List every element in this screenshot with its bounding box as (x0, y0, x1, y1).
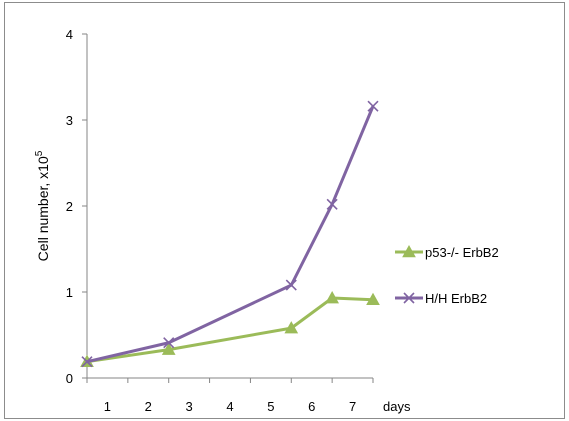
legend-label-h-h-erbb2: H/H ErbB2 (425, 291, 487, 306)
data-point-h-h-erbb2 (163, 337, 175, 349)
data-point-h-h-erbb2 (285, 279, 297, 291)
data-point-h-h-erbb2 (367, 100, 379, 112)
y-tick-label: 1 (66, 285, 73, 300)
y-axis-title-superscript: 5 (34, 150, 45, 156)
y-tick-label: 2 (66, 199, 73, 214)
data-point-h-h-erbb2 (326, 198, 338, 210)
x-axis-unit-label: days (383, 399, 411, 414)
data-point-p53-erbb2 (161, 342, 176, 355)
legend-marker-p53-erbb2 (402, 244, 416, 258)
legend-label-p53-erbb2: p53-/- ErbB2 (425, 245, 499, 260)
y-tick-label: 0 (66, 371, 73, 386)
y-axis-title-text: Cell number, x10 (35, 156, 51, 261)
y-tick-label: 3 (66, 113, 73, 128)
y-tick-label: 4 (66, 27, 73, 42)
data-point-p53-erbb2 (284, 321, 299, 334)
x-tick-label: 6 (308, 399, 315, 414)
x-tick-label: 3 (186, 399, 193, 414)
x-tick-label: 5 (267, 399, 274, 414)
x-tick-label: 1 (104, 399, 111, 414)
x-tick-label: 4 (226, 399, 233, 414)
data-point-p53-erbb2 (366, 292, 380, 306)
data-point-p53-erbb2 (325, 290, 339, 304)
data-point-h-h-erbb2 (81, 356, 93, 368)
series-line-h-h-erbb2 (86, 105, 375, 364)
x-tick-label: 2 (145, 399, 152, 414)
x-tick-label: 7 (349, 399, 356, 414)
legend-marker-h-h-erbb2 (403, 292, 415, 304)
chart-frame (4, 2, 565, 419)
y-axis-title: Cell number, x105 (34, 150, 51, 261)
